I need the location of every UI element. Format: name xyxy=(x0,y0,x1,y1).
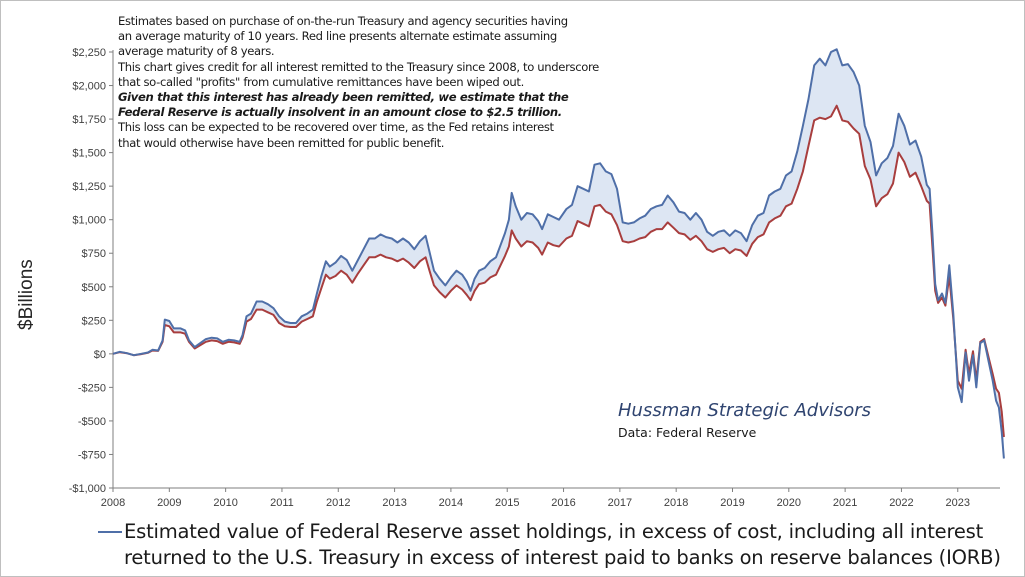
x-tick-label: 2009 xyxy=(157,497,181,509)
note-line: that so-called "profits" from cumulative… xyxy=(118,74,524,89)
y-tick-label: $1,500 xyxy=(72,148,106,160)
x-tick-label: 2020 xyxy=(777,497,801,509)
x-tick-label: 2011 xyxy=(270,497,294,509)
x-tick-label: 2016 xyxy=(551,497,575,509)
x-tick-label: 2019 xyxy=(720,497,744,509)
x-tick-label: 2010 xyxy=(213,497,237,509)
note-line-emphasis: Federal Reserve is actually insolvent in… xyxy=(118,105,562,120)
legend-text-line: Estimated value of Federal Reserve asset… xyxy=(124,520,984,543)
y-tick-label: $1,000 xyxy=(72,215,106,227)
y-tick-label: $1,750 xyxy=(72,114,106,126)
series-lines xyxy=(112,48,1005,459)
y-tick-label: $500 xyxy=(82,282,106,294)
note-line: This chart gives credit for all interest… xyxy=(118,59,599,74)
x-tick-label: 2015 xyxy=(495,497,519,509)
y-tick-label: -$500 xyxy=(78,416,106,428)
y-tick-label: -$1,000 xyxy=(69,483,106,495)
brand-block: Hussman Strategic Advisors Data: Federal… xyxy=(618,400,871,440)
note-line: This loss can be expected to be recovere… xyxy=(118,120,554,135)
y-axis-label: $Billions xyxy=(16,259,37,330)
legend-text-line: returned to the U.S. Treasury in excess … xyxy=(124,546,1001,569)
note-line: average maturity of 8 years. xyxy=(118,44,275,59)
y-tick-label: $250 xyxy=(82,315,106,327)
legend-entry: Estimated value of Federal Reserve asset… xyxy=(124,519,1001,571)
chart-notes: Estimates based on purchase of on-the-ru… xyxy=(118,14,678,151)
brand-name: Hussman Strategic Advisors xyxy=(618,400,872,421)
y-tick-label: -$250 xyxy=(78,382,106,394)
x-axis: 2008 2009 2010 2011 2012 2013 2014 2015 2016 2017… xyxy=(101,487,1000,509)
series-line-10yr xyxy=(112,48,1005,459)
x-tick-label: 2013 xyxy=(382,497,406,509)
x-tick-label: 2021 xyxy=(833,497,857,509)
x-tick-label: 2014 xyxy=(439,497,463,509)
x-tick-label: 2012 xyxy=(326,497,350,509)
data-source: Data: Federal Reserve xyxy=(618,425,757,440)
y-tick-label: $1,250 xyxy=(72,181,106,193)
y-tick-label: $0 xyxy=(94,349,106,361)
y-tick-label: $750 xyxy=(82,248,106,260)
legend-swatch xyxy=(98,531,122,533)
y-tick-label: $2,000 xyxy=(72,81,106,93)
x-tick-label: 2018 xyxy=(664,497,688,509)
note-line: Estimates based on purchase of on-the-ru… xyxy=(118,14,568,28)
x-tick-label: 2022 xyxy=(889,497,913,509)
note-line: an average maturity of 10 years. Red lin… xyxy=(118,29,557,44)
x-tick-label: 2023 xyxy=(946,497,970,509)
note-line: that would otherwise have been remitted … xyxy=(118,135,445,150)
x-tick-label: 2017 xyxy=(608,497,632,509)
x-tick-label: 2008 xyxy=(101,497,125,509)
y-tick-label: -$750 xyxy=(78,449,106,461)
y-axis: $2,250 $2,000 $1,750 $1,500 $1,250 $1,000 $750… xyxy=(69,47,114,495)
note-line-emphasis: Given that this interest has already bee… xyxy=(118,90,569,105)
y-tick-label: $2,250 xyxy=(72,47,106,59)
series-line-8yr xyxy=(112,104,1005,438)
